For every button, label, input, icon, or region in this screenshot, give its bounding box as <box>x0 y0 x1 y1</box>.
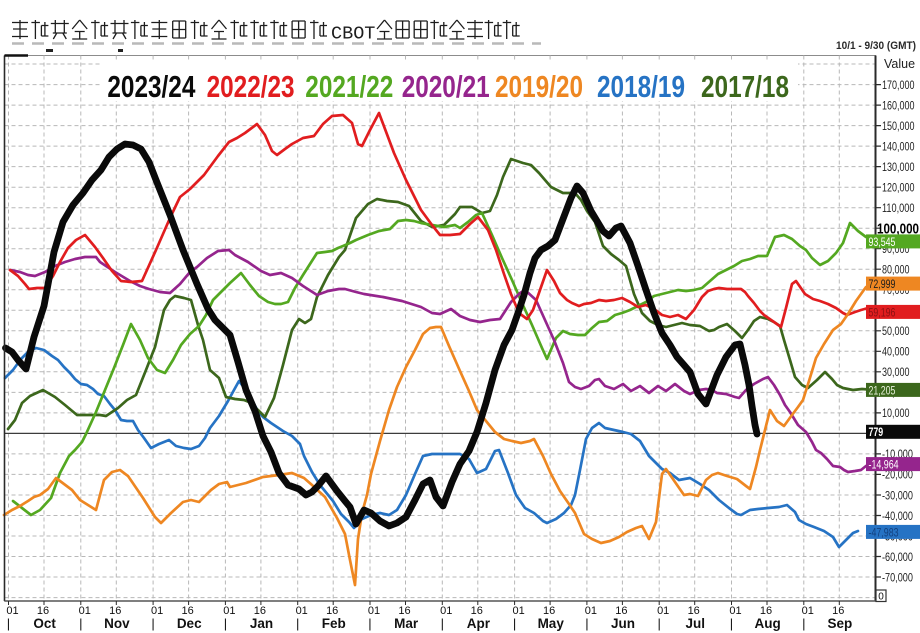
svg-text:16: 16 <box>760 605 772 617</box>
svg-text:2020/21: 2020/21 <box>402 69 490 104</box>
svg-text:150,000: 150,000 <box>882 121 915 133</box>
svg-text:2021/22: 2021/22 <box>305 69 393 104</box>
svg-text:779: 779 <box>869 427 884 439</box>
svg-text:100,000: 100,000 <box>877 221 919 238</box>
svg-text:|: | <box>730 616 733 631</box>
svg-text:80,000: 80,000 <box>882 265 910 277</box>
svg-text:01: 01 <box>802 605 814 617</box>
svg-text:120,000: 120,000 <box>882 183 915 195</box>
svg-text:-30,000: -30,000 <box>882 490 913 502</box>
svg-text:16: 16 <box>37 605 49 617</box>
svg-text:0: 0 <box>878 592 884 603</box>
svg-text:110,000: 110,000 <box>882 203 915 215</box>
svg-text:2022/23: 2022/23 <box>207 69 295 104</box>
svg-text:Apr: Apr <box>467 616 491 631</box>
svg-text:Mar: Mar <box>394 616 419 631</box>
svg-text:|: | <box>802 616 805 631</box>
svg-text:01: 01 <box>368 605 380 617</box>
svg-text:16: 16 <box>254 605 266 617</box>
svg-text:|: | <box>658 616 661 631</box>
svg-text:Aug: Aug <box>754 616 780 631</box>
svg-text:|: | <box>151 616 154 631</box>
svg-text:|: | <box>441 616 444 631</box>
svg-text:16: 16 <box>109 605 121 617</box>
svg-text:50,000: 50,000 <box>882 326 910 338</box>
svg-text:Jul: Jul <box>686 616 706 631</box>
svg-text:16: 16 <box>615 605 627 617</box>
svg-text:2018/19: 2018/19 <box>597 69 685 104</box>
svg-text:Feb: Feb <box>322 616 346 631</box>
svg-text:2019/20: 2019/20 <box>495 69 583 104</box>
svg-text:2017/18: 2017/18 <box>701 69 789 104</box>
svg-text:|: | <box>513 616 516 631</box>
svg-text:-14,964: -14,964 <box>869 460 900 472</box>
svg-text:01: 01 <box>657 605 669 617</box>
svg-text:Nov: Nov <box>104 616 130 631</box>
svg-text:|: | <box>368 616 371 631</box>
svg-text:May: May <box>538 616 565 631</box>
svg-text:Oct: Oct <box>33 616 56 631</box>
svg-text:-20,000: -20,000 <box>882 470 913 482</box>
svg-text:-60,000: -60,000 <box>882 552 913 564</box>
svg-text:10/1 - 9/30 (GMT): 10/1 - 9/30 (GMT) <box>836 40 916 52</box>
svg-text:30,000: 30,000 <box>882 367 910 379</box>
svg-text:Jun: Jun <box>611 616 635 631</box>
svg-text:01: 01 <box>585 605 597 617</box>
svg-text:93,545: 93,545 <box>869 237 896 249</box>
svg-text:16: 16 <box>688 605 700 617</box>
svg-text:-47,983: -47,983 <box>869 527 899 539</box>
svg-text:170,000: 170,000 <box>882 80 915 92</box>
svg-text:16: 16 <box>543 605 555 617</box>
svg-text:2023/24: 2023/24 <box>107 69 196 104</box>
svg-text:01: 01 <box>6 605 18 617</box>
svg-text:|: | <box>224 616 227 631</box>
svg-text:72,999: 72,999 <box>869 279 896 291</box>
svg-text:-70,000: -70,000 <box>882 572 913 584</box>
svg-text:Sep: Sep <box>828 616 853 631</box>
svg-text:|: | <box>296 616 299 631</box>
svg-text:16: 16 <box>181 605 193 617</box>
svg-text:|: | <box>7 616 10 631</box>
svg-text:01: 01 <box>512 605 524 617</box>
svg-text:40,000: 40,000 <box>882 347 910 359</box>
svg-text:01: 01 <box>729 605 741 617</box>
svg-text:-40,000: -40,000 <box>882 511 913 523</box>
svg-text:16: 16 <box>471 605 483 617</box>
svg-text:|: | <box>79 616 82 631</box>
svg-text:10,000: 10,000 <box>882 408 910 420</box>
svg-text:01: 01 <box>296 605 308 617</box>
svg-text:Value: Value <box>884 57 915 71</box>
svg-text:Dec: Dec <box>177 616 202 631</box>
svg-text:CBOT: CBOT <box>331 24 375 45</box>
svg-text:140,000: 140,000 <box>882 141 915 153</box>
svg-text:01: 01 <box>223 605 235 617</box>
svg-text:59,196: 59,196 <box>869 307 896 319</box>
svg-text:16: 16 <box>832 605 844 617</box>
svg-text:Jan: Jan <box>250 616 273 631</box>
svg-text:16: 16 <box>398 605 410 617</box>
svg-text:01: 01 <box>151 605 163 617</box>
svg-text:01: 01 <box>440 605 452 617</box>
svg-text:16: 16 <box>326 605 338 617</box>
svg-text:21,205: 21,205 <box>869 385 896 397</box>
svg-text:130,000: 130,000 <box>882 162 915 174</box>
svg-text:01: 01 <box>79 605 91 617</box>
svg-text:160,000: 160,000 <box>882 100 915 112</box>
svg-text:|: | <box>585 616 588 631</box>
